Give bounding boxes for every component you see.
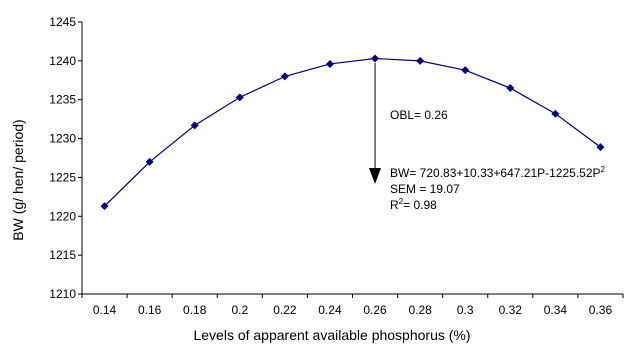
equation-label: BW= 720.83+10.33+647.21P-1225.52P2 — [390, 165, 606, 180]
r-squared-value: = 0.98 — [403, 198, 437, 212]
data-point — [551, 109, 560, 118]
x-tick-label: 0.36 — [589, 303, 613, 317]
data-point — [190, 121, 199, 130]
data-point — [596, 143, 605, 152]
y-tick-label: 1215 — [49, 248, 76, 262]
series-layer — [100, 54, 605, 211]
data-point — [235, 93, 244, 102]
data-point — [371, 54, 380, 63]
x-tick-label: 0.28 — [408, 303, 432, 317]
x-tick-label: 0.32 — [499, 303, 523, 317]
y-tick-label: 1240 — [49, 54, 76, 68]
x-tick-label: 0.16 — [138, 303, 162, 317]
x-tick-label: 0.26 — [363, 303, 387, 317]
axes — [81, 22, 623, 295]
data-point — [100, 202, 109, 211]
x-ticks: 0.14 0.16 0.18 0.2 0.22 0.24 0.26 0.28 0.3 0.32 0.… — [81, 294, 624, 317]
y-tick-label: 1235 — [49, 93, 76, 107]
y-tick-label: 1220 — [49, 209, 76, 223]
r-squared-label: R2= 0.98 — [390, 197, 437, 212]
x-tick-label: 0.3 — [457, 303, 474, 317]
data-point — [145, 157, 154, 166]
sem-label: SEM = 19.07 — [390, 182, 460, 196]
data-point — [461, 66, 470, 75]
y-tick-label: 1245 — [49, 15, 76, 29]
series-line — [104, 57, 601, 207]
obl-arrow-head — [369, 168, 382, 184]
y-tick-label: 1210 — [49, 287, 76, 301]
x-tick-label: 0.34 — [544, 303, 568, 317]
annotations: OBL= 0.26 BW= 720.83+10.33+647.21P-1225.… — [369, 63, 606, 212]
r-squared-superscript: 2 — [399, 197, 404, 206]
x-axis-title: Levels of apparent available phosphorus … — [193, 327, 470, 343]
x-tick-label: 0.24 — [318, 303, 342, 317]
data-point — [280, 72, 289, 81]
y-ticks: 1210 1215 1220 1225 1230 1235 1240 1245 — [49, 15, 82, 301]
x-tick-label: 0.22 — [273, 303, 297, 317]
data-point — [416, 56, 425, 65]
equation-text: BW= 720.83+10.33+647.21P-1225.52P — [390, 166, 601, 180]
r-squared-prefix: R — [390, 198, 399, 212]
x-tick-label: 0.2 — [231, 303, 248, 317]
x-tick-label: 0.18 — [183, 303, 207, 317]
equation-superscript: 2 — [601, 165, 606, 174]
y-tick-label: 1230 — [49, 132, 76, 146]
data-point — [325, 59, 334, 68]
y-tick-label: 1225 — [49, 170, 76, 184]
obl-label: OBL= 0.26 — [390, 108, 448, 122]
y-axis-title: BW (g/ hen/ period) — [10, 119, 26, 240]
x-tick-label: 0.14 — [93, 303, 117, 317]
data-point — [506, 84, 515, 93]
